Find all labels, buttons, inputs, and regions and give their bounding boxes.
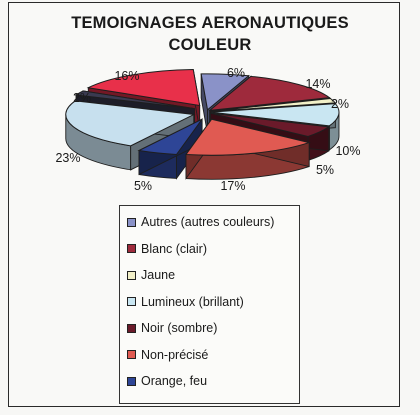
chart-legend: Autres (autres couleurs) Blanc (clair) Jau… [119,205,300,404]
legend-label: Noir (sombre) [141,321,218,335]
legend-swatch [127,244,136,253]
pie-slice-label: 10% [335,144,360,158]
pie-chart: 6%14%2%10%5%17%5%23%2%16% [55,66,360,193]
legend-item: Orange, feu [127,373,207,389]
pie-slice [185,118,311,156]
pie-slice [208,75,331,112]
chart-title-line-1: TEMOIGNAGES AERONAUTIQUES [71,14,349,32]
pie-slice [86,68,201,107]
pie-slice-label: 6% [227,66,245,80]
legend-swatch [127,297,136,306]
pie-slice-label: 2% [73,91,91,105]
pie-slice-label: 2% [331,97,349,111]
legend-label: Jaune [141,268,176,282]
legend-item: Jaune [127,267,175,283]
pie-slice [65,100,196,147]
legend-item: Blanc (clair) [127,241,207,257]
pie-slice [210,98,337,112]
legend-label: Non-précisé [141,347,209,362]
pie-slice [200,73,250,111]
legend-label: Autres (autres couleurs) [141,215,275,229]
legend-label: Lumineux (brillant) [141,294,244,309]
legend-item: Lumineux (brillant) [127,294,244,310]
pie-slice-label: 23% [55,151,80,165]
chart-title: TEMOIGNAGES AERONAUTIQUES COULEUR [0,12,420,56]
legend-item: Noir (sombre) [127,320,217,336]
legend-swatch [127,323,136,333]
legend-swatch [127,376,136,386]
pie-slice [210,103,340,127]
pie-slice [74,90,195,110]
legend-label: Orange, feu [141,374,208,388]
legend-item: Autres (autres couleurs) [127,214,274,230]
pie-slice [137,118,203,155]
pie-slice-label: 5% [316,163,334,177]
legend-label: Blanc (clair) [141,241,207,256]
pie-slice [210,112,331,137]
legend-swatch [127,270,136,280]
pie-slice-label: 5% [134,179,152,193]
chart-title-line-2: COULEUR [168,36,252,54]
legend-swatch [127,217,136,227]
pie-slice-label: 17% [220,179,245,193]
pie-slice-label: 16% [114,69,139,83]
pie-slice-label: 14% [305,77,330,91]
legend-swatch [127,350,136,359]
legend-item: Non-précisé [127,347,208,363]
